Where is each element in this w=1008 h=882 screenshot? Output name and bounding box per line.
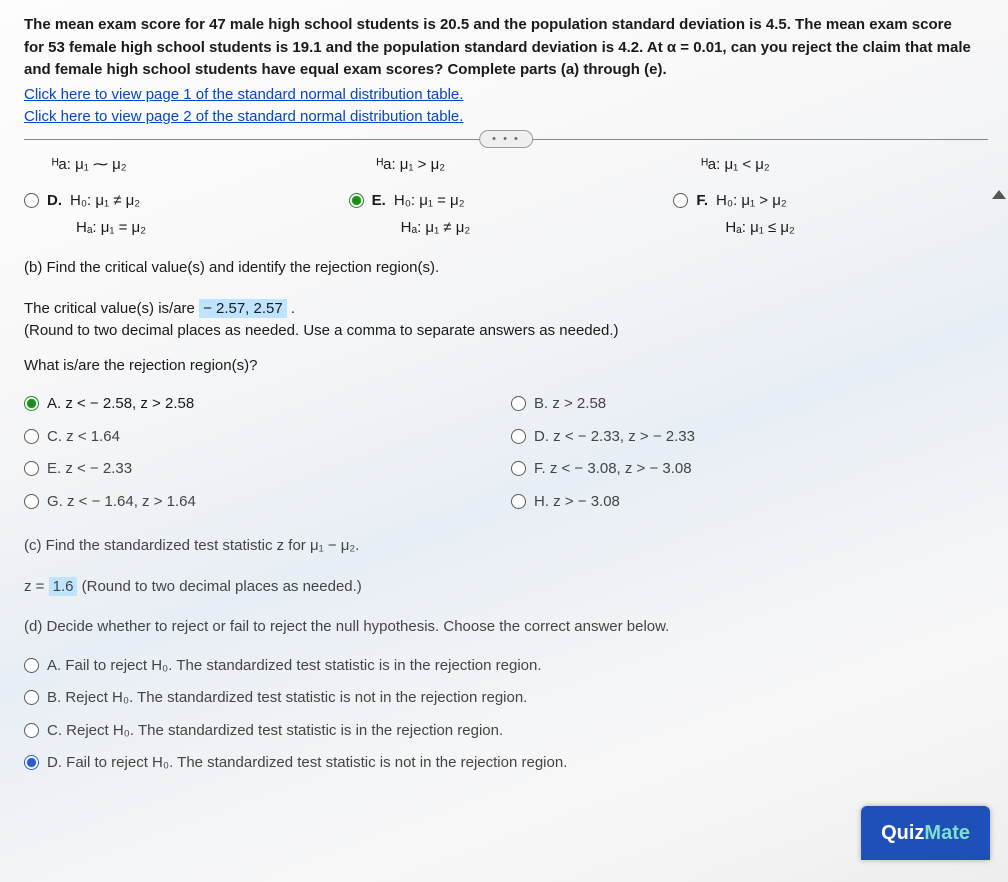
rej-d-radio[interactable] (511, 429, 526, 444)
rej-a: A. z < − 2.58, z > 2.58 (47, 393, 194, 416)
rej-d: D. z < − 2.33, z > − 2.33 (534, 426, 695, 449)
option-f-h0: H₀: μ₁ > μ₂ (716, 190, 787, 213)
cv-pre: The critical value(s) is/are (24, 300, 199, 317)
alt-hypothesis-row: ᴴa: μ₁ ⁓ μ₂ ᴴa: μ₁ ˃ μ₂ ᴴa: μ₁ < μ₂ (24, 154, 988, 177)
intro-line-1: The mean exam score for 47 male high sch… (24, 16, 952, 33)
alt-col-1: ᴴa: μ₁ ⁓ μ₂ (52, 154, 339, 177)
d-a: A. Fail to reject H₀. The standardized t… (47, 655, 542, 678)
option-f-ha: Hₐ: μ₁ ≤ μ₂ (725, 217, 988, 240)
badge-mate: Mate (924, 822, 970, 844)
rej-c-radio[interactable] (24, 429, 39, 444)
part-d-prompt: (d) Decide whether to reject or fail to … (24, 616, 988, 639)
rej-h-radio[interactable] (511, 494, 526, 509)
d-a-radio[interactable] (24, 658, 39, 673)
cv-round-note: (Round to two decimal places as needed. … (24, 320, 988, 343)
rej-e: E. z < − 2.33 (47, 458, 132, 481)
option-f-radio[interactable] (673, 193, 688, 208)
rej-g-radio[interactable] (24, 494, 39, 509)
part-b-prompt: (b) Find the critical value(s) and ident… (24, 257, 988, 280)
rej-f: F. z < − 3.08, z > − 3.08 (534, 458, 692, 481)
rej-h: H. z > − 3.08 (534, 491, 620, 514)
part-c-prompt: (c) Find the standardized test statistic… (24, 535, 988, 558)
option-f-letter: F. (696, 190, 708, 213)
rej-g: G. z < − 1.64, z > 1.64 (47, 491, 196, 514)
rej-b: B. z > 2.58 (534, 393, 606, 416)
option-e-ha: Hₐ: μ₁ ≠ μ₂ (401, 217, 664, 240)
table-link-1[interactable]: Click here to view page 1 of the standar… (24, 86, 463, 103)
d-d: D. Fail to reject H₀. The standardized t… (47, 752, 567, 775)
option-e-letter: E. (372, 190, 386, 213)
option-d-letter: D. (47, 190, 62, 213)
z-post: (Round to two decimal places as needed.) (82, 578, 362, 595)
problem-statement: The mean exam score for 47 male high sch… (24, 14, 988, 82)
d-d-radio[interactable] (24, 755, 39, 770)
rej-b-radio[interactable] (511, 396, 526, 411)
rej-e-radio[interactable] (24, 461, 39, 476)
option-e-h0: H₀: μ₁ = μ₂ (394, 190, 465, 213)
z-pre: z = (24, 578, 49, 595)
scroll-up-icon[interactable] (992, 190, 1006, 199)
alt-col-2: ᴴa: μ₁ ˃ μ₂ (377, 154, 664, 177)
d-c-radio[interactable] (24, 723, 39, 738)
alt-col-3: ᴴa: μ₁ < μ₂ (701, 154, 988, 177)
rej-f-radio[interactable] (511, 461, 526, 476)
intro-line-2: for 53 female high school students is 19… (24, 39, 971, 56)
quizmate-badge[interactable]: QuizMate (861, 806, 990, 860)
z-value-input[interactable]: 1.6 (49, 577, 78, 596)
d-c: C. Reject H₀. The standardized test stat… (47, 720, 503, 743)
table-link-2[interactable]: Click here to view page 2 of the standar… (24, 108, 463, 125)
d-b-radio[interactable] (24, 690, 39, 705)
option-e-radio[interactable] (349, 193, 364, 208)
expand-pill[interactable]: • • • (479, 130, 533, 149)
rejection-q: What is/are the rejection region(s)? (24, 355, 988, 378)
d-b: B. Reject H₀. The standardized test stat… (47, 687, 527, 710)
rej-c: C. z < 1.64 (47, 426, 120, 449)
rej-a-radio[interactable] (24, 396, 39, 411)
critical-value-input[interactable]: − 2.57, 2.57 (199, 299, 287, 318)
option-d-h0: H₀: μ₁ ≠ μ₂ (70, 190, 140, 213)
badge-quiz: Quiz (881, 822, 924, 844)
intro-line-3: and female high school students have equ… (24, 61, 667, 78)
cv-post: . (291, 300, 295, 317)
option-d-ha: Hₐ: μ₁ = μ₂ (76, 217, 339, 240)
option-d-radio[interactable] (24, 193, 39, 208)
